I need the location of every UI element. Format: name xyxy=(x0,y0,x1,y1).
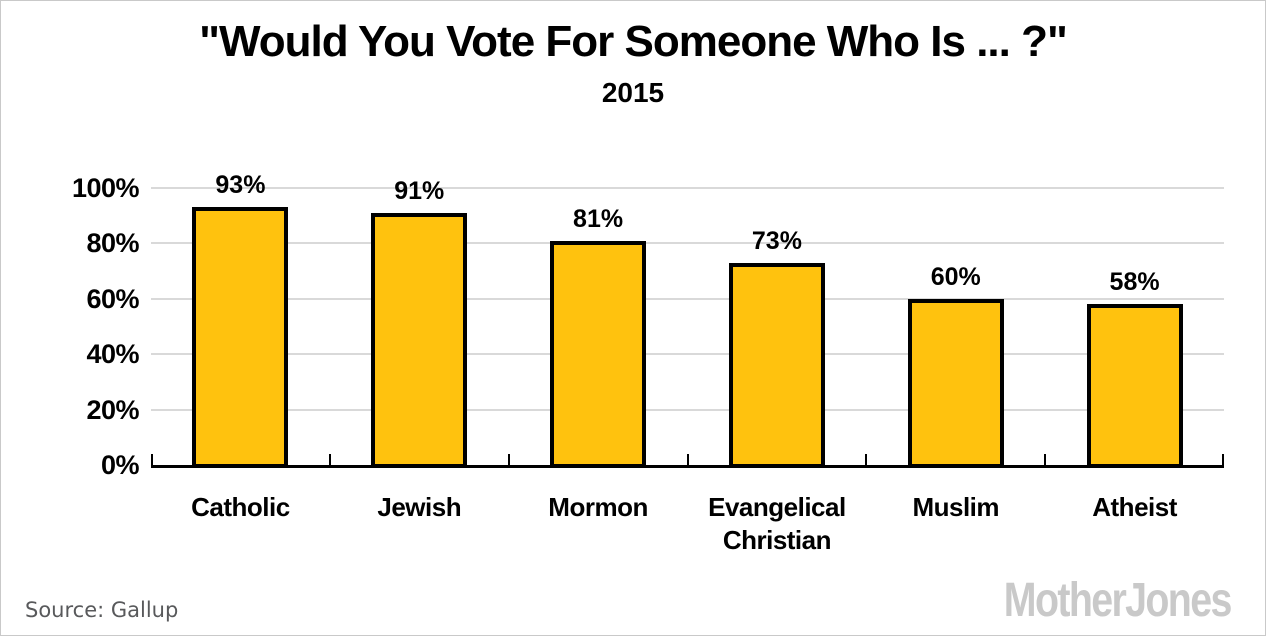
gridline xyxy=(151,353,1224,356)
motherjones-logo: MotherJones xyxy=(1004,574,1233,627)
x-tick-label: Muslim xyxy=(912,492,1000,522)
y-tick-label: 20% xyxy=(86,394,139,425)
gridline xyxy=(151,187,1224,189)
axis-tick xyxy=(686,454,689,465)
x-tick-label: Jewish xyxy=(377,492,462,522)
y-tick-label: 0% xyxy=(100,450,140,480)
axis-tick xyxy=(865,454,868,465)
bar-slot: 91% xyxy=(330,178,509,468)
y-tick-label: 60% xyxy=(86,283,139,314)
axis-tick xyxy=(1222,454,1224,465)
bar-slot: 58% xyxy=(1045,188,1224,468)
bar-value-label: 81% xyxy=(573,204,624,233)
bar xyxy=(907,298,1004,468)
axis-tick xyxy=(151,454,153,465)
x-axis-labels: Catholic Jewish Mormon Evangelical Christia… xyxy=(151,491,1224,561)
axis-tick xyxy=(507,454,510,465)
bar-slot: 81% xyxy=(509,188,688,468)
bar xyxy=(728,262,825,468)
gridline xyxy=(151,408,1224,411)
bar-slot: 60% xyxy=(866,188,1045,468)
bar-value-label: 60% xyxy=(930,262,981,291)
bar xyxy=(550,240,647,468)
axis-tick xyxy=(328,454,331,465)
y-tick-label: 40% xyxy=(86,339,139,370)
y-axis-labels: 0% 20% 40% 60% 80% 100% xyxy=(1,173,140,480)
bar-value-label: 58% xyxy=(1109,268,1160,297)
x-tick-label: Evangelical Christian xyxy=(708,492,846,555)
bar-slot: 93% xyxy=(151,173,330,468)
plot-area: 93% 91% 81% 73% 60% 58% xyxy=(151,173,1224,468)
x-tick-label: Atheist xyxy=(1092,492,1177,522)
x-tick-label: Catholic xyxy=(191,492,290,522)
gridline xyxy=(151,297,1224,300)
x-tick-label: Mormon xyxy=(548,492,648,522)
chart-subtitle: 2015 xyxy=(601,77,665,108)
gridline xyxy=(151,242,1224,245)
bar-slot: 73% xyxy=(688,188,867,468)
y-tick-label: 80% xyxy=(86,228,139,259)
bar-value-label: 91% xyxy=(394,176,445,205)
bar-value-label: 73% xyxy=(751,226,802,255)
bar-value-label: 93% xyxy=(215,171,266,200)
source-credit: Source: Gallup xyxy=(25,598,179,622)
chart-title: "Would You Vote For Someone Who Is ... ?… xyxy=(199,17,1068,66)
bar xyxy=(1086,304,1183,468)
y-tick-label: 100% xyxy=(71,173,140,203)
bar xyxy=(192,207,289,468)
axis-tick xyxy=(1044,454,1047,465)
bar xyxy=(371,212,468,468)
